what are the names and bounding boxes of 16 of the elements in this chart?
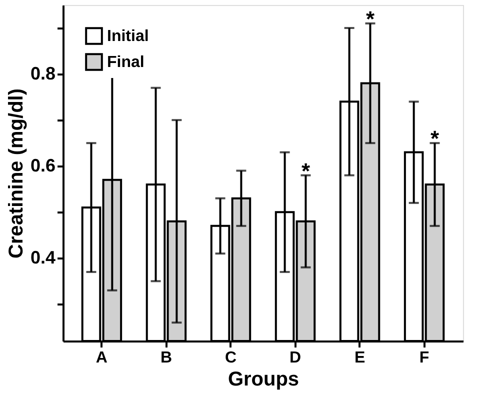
legend-label: Final <box>107 54 144 71</box>
y-tick-label: 0.6 <box>30 156 56 176</box>
x-tick-label: A <box>96 350 108 366</box>
annotation: * <box>301 158 310 184</box>
x-tick-label: D <box>289 350 302 366</box>
annotation: * <box>430 126 440 152</box>
x-tick-label: E <box>354 350 366 366</box>
x-tick-label: B <box>160 350 172 366</box>
x-axis-title: Groups <box>228 368 300 390</box>
y-tick-label: 0.8 <box>30 64 56 84</box>
y-axis-title: Creatinine (mg/dl) <box>5 88 28 259</box>
x-tick-label: F <box>419 350 430 366</box>
annotation: * <box>366 6 375 32</box>
y-tick-label: 0.4 <box>30 248 56 268</box>
x-tick-label: C <box>224 350 237 366</box>
legend-label: Initial <box>107 28 149 45</box>
